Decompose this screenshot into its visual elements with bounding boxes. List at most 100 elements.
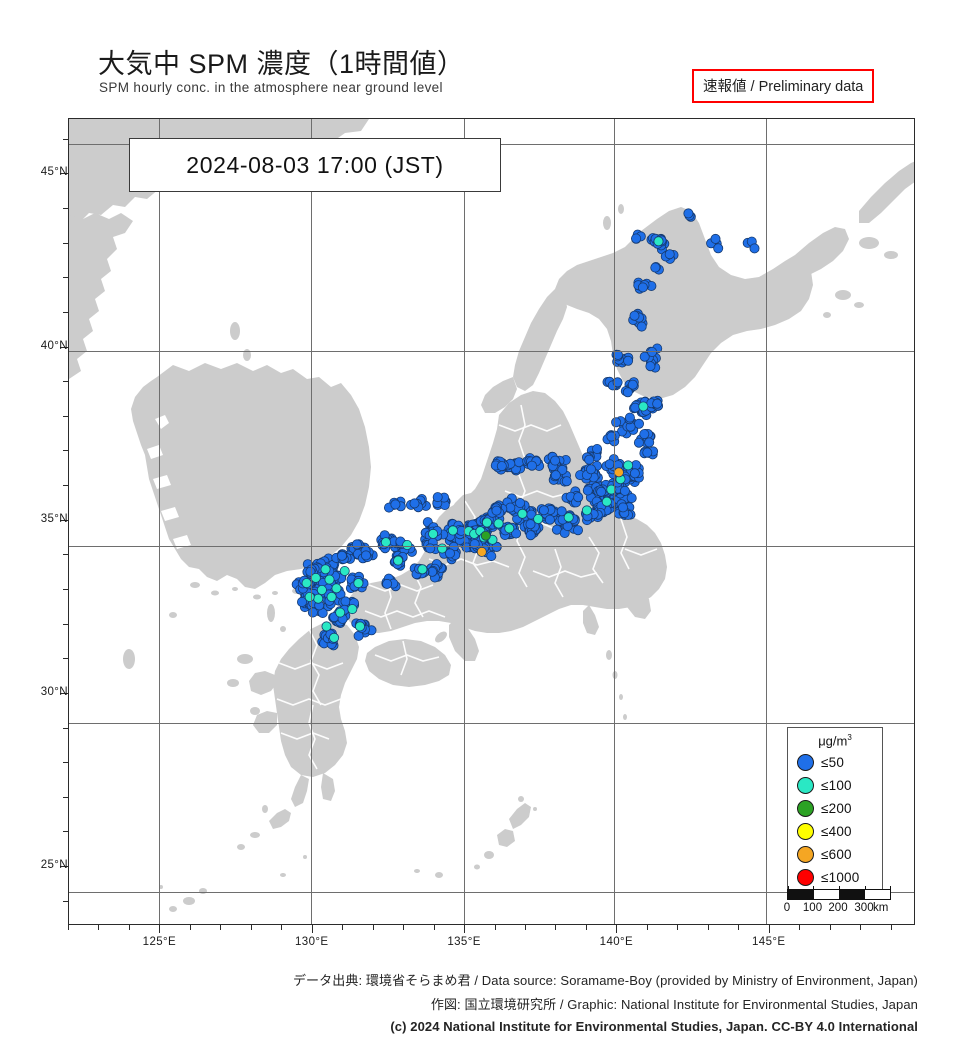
station-point[interactable] [393,555,404,566]
station-point[interactable] [351,539,362,550]
station-point[interactable] [525,530,536,541]
station-point[interactable] [619,485,630,496]
station-point[interactable] [481,517,492,528]
station-point[interactable] [504,523,515,534]
station-point[interactable] [417,564,428,575]
station-point[interactable] [329,632,340,643]
station-point[interactable] [584,454,595,465]
station-point[interactable] [324,574,335,585]
station-point[interactable] [409,498,420,509]
station-point[interactable] [491,505,502,516]
station-point[interactable] [647,346,658,357]
station-point[interactable] [339,565,350,576]
station-point[interactable] [476,546,487,557]
station-point[interactable] [604,459,615,470]
station-point[interactable] [631,233,642,244]
station-point[interactable] [561,476,572,487]
station-point[interactable] [563,512,574,523]
station-point[interactable] [525,519,536,530]
station-point[interactable] [550,455,561,466]
station-point[interactable] [749,243,760,254]
map-plot-area[interactable]: 2024-08-03 17:00 (JST) μg/m3 ≤50 ≤100 ≤200… [68,118,915,925]
station-point[interactable] [596,486,607,497]
station-point[interactable] [304,591,315,602]
station-point[interactable] [313,593,324,604]
station-point[interactable] [538,505,549,516]
station-point[interactable] [710,233,721,244]
station-point[interactable] [517,508,528,519]
station-point[interactable] [301,578,312,589]
station-point[interactable] [586,464,597,475]
station-point[interactable] [629,310,640,321]
station-point[interactable] [653,236,664,247]
station-point[interactable] [650,262,661,273]
station-point[interactable] [321,621,332,632]
station-point[interactable] [622,387,633,398]
station-point[interactable] [347,604,358,615]
station-point[interactable] [652,398,663,409]
station-point[interactable] [630,402,641,413]
station-point[interactable] [683,208,694,219]
station-point[interactable] [613,467,624,478]
station-point[interactable] [634,418,645,429]
station-point[interactable] [336,550,347,561]
station-point[interactable] [544,514,555,525]
station-point[interactable] [624,412,635,423]
station-point[interactable] [618,502,629,513]
station-point[interactable] [316,584,327,595]
station-point[interactable] [310,572,321,583]
station-point[interactable] [354,621,365,632]
station-point[interactable] [627,379,638,390]
station-point[interactable] [606,431,617,442]
station-point[interactable] [296,596,307,607]
station-point[interactable] [326,591,337,602]
station-point[interactable] [480,530,491,541]
station-point[interactable] [447,525,458,536]
station-point[interactable] [557,464,568,475]
station-point[interactable] [612,377,623,388]
station-point[interactable] [496,461,507,472]
station-point[interactable] [526,460,537,471]
station-point[interactable] [629,468,640,479]
station-point[interactable] [633,437,644,448]
station-point[interactable] [636,321,647,332]
station-point[interactable] [550,470,561,481]
station-point[interactable] [444,548,455,559]
station-point[interactable] [402,539,413,550]
station-point[interactable] [664,249,675,260]
station-point[interactable] [432,492,443,503]
station-point[interactable] [642,447,653,458]
station-point[interactable] [573,492,584,503]
station-point[interactable] [638,401,649,412]
station-point[interactable] [331,583,342,594]
station-point[interactable] [360,550,371,561]
station-point[interactable] [592,443,603,454]
station-point[interactable] [335,607,346,618]
station-point[interactable] [320,564,331,575]
station-point[interactable] [713,243,724,254]
station-point[interactable] [340,596,351,607]
station-point[interactable] [353,578,364,589]
station-point[interactable] [582,485,593,496]
station-point[interactable] [601,496,612,507]
station-point[interactable] [486,551,497,562]
station-point[interactable] [612,349,623,360]
station-point[interactable] [428,528,439,539]
station-point[interactable] [572,525,583,536]
station-point[interactable] [639,429,650,440]
station-point[interactable] [581,505,592,516]
station-point[interactable] [645,361,656,372]
station-point[interactable] [626,493,637,504]
station-point[interactable] [623,355,634,366]
station-point[interactable] [513,457,524,468]
station-point[interactable] [623,460,634,471]
station-point[interactable] [644,437,655,448]
station-point[interactable] [382,578,393,589]
station-point[interactable] [390,499,401,510]
station-point[interactable] [611,417,622,428]
station-point[interactable] [639,351,650,362]
station-point[interactable] [606,484,617,495]
station-point[interactable] [556,506,567,517]
station-point[interactable] [533,513,544,524]
station-point[interactable] [493,518,504,529]
